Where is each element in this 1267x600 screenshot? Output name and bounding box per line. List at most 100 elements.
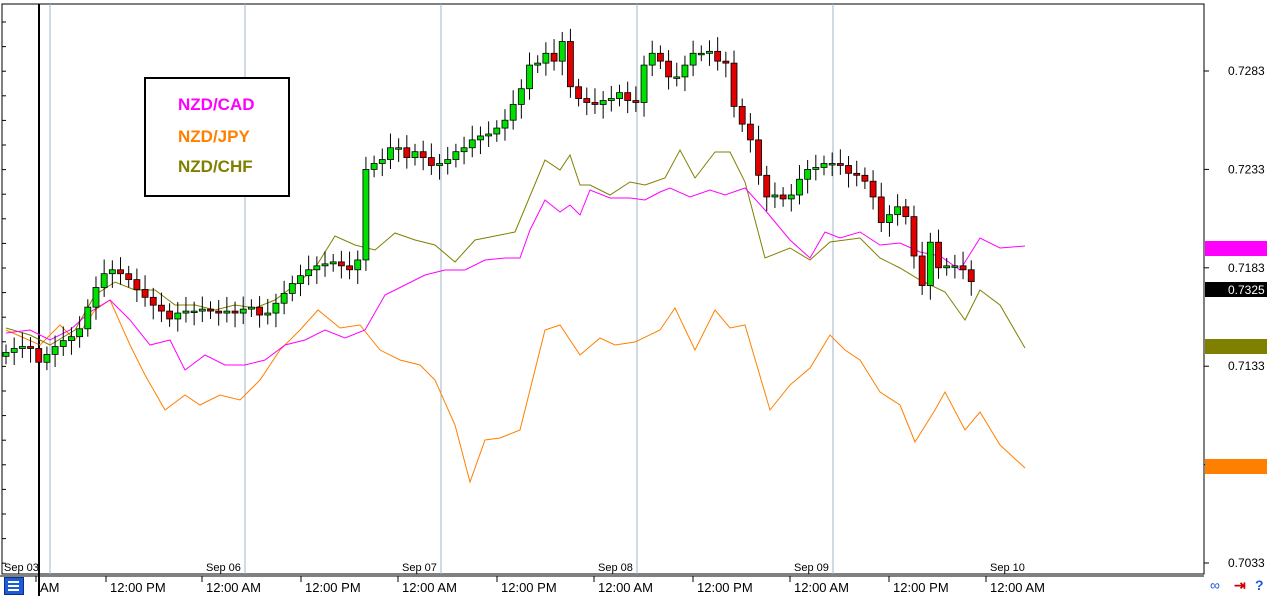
candle-body — [746, 123, 754, 141]
candle-body — [354, 259, 362, 271]
candle-body — [616, 92, 623, 99]
candle-body — [297, 275, 304, 284]
candle-body — [207, 308, 214, 312]
candle-body — [542, 52, 550, 64]
candles — [2, 28, 975, 374]
legend-nzdjpy: NZD/JPY — [178, 127, 250, 146]
candle-body — [288, 283, 296, 294]
candle-body — [84, 306, 92, 330]
candle-body — [59, 340, 67, 347]
candle-body — [133, 279, 141, 290]
candle-body — [935, 241, 942, 269]
candle-body — [722, 60, 730, 64]
candle-body — [894, 206, 902, 216]
candle-body — [599, 100, 607, 105]
candle-body — [714, 50, 722, 62]
candle-body — [305, 269, 313, 277]
candle-body — [918, 255, 926, 286]
overlay-lines — [5, 148, 1026, 484]
candle-body — [869, 180, 877, 198]
time-label: 12:00 AM — [402, 580, 457, 595]
candle-body — [689, 52, 697, 66]
candle-body — [501, 119, 509, 129]
candle-body — [427, 157, 435, 166]
candle-body — [51, 346, 59, 355]
candle-body — [607, 98, 615, 101]
help-icon[interactable]: ? — [1255, 577, 1264, 593]
candle-body — [378, 159, 386, 164]
candle-body — [444, 159, 452, 164]
candle-body — [845, 165, 852, 174]
candle-body — [828, 163, 836, 166]
nzdchf-line — [5, 148, 1026, 349]
candle-body — [943, 265, 951, 269]
candle-body — [526, 64, 533, 90]
candle-body — [419, 151, 427, 158]
candle-body — [959, 265, 967, 271]
candle-body — [158, 304, 165, 312]
candle-body — [550, 52, 558, 62]
candle-body — [272, 302, 280, 314]
candle-body — [35, 348, 43, 363]
link-icon[interactable]: ∞ — [1210, 577, 1220, 593]
candle-body — [117, 269, 124, 275]
candle-body — [763, 174, 771, 198]
date-label: Sep 06 — [206, 562, 241, 574]
y-tick-label: 0.7133 — [1228, 359, 1265, 373]
candle-body — [2, 352, 10, 357]
candle-body — [256, 306, 263, 316]
time-label: 12:00 PM — [305, 580, 361, 595]
candle-body — [583, 98, 591, 103]
grid-icon[interactable] — [4, 577, 24, 595]
nzdjpy-price-marker — [1205, 459, 1267, 474]
nzdjpy-line — [5, 299, 1026, 484]
candle-body — [10, 348, 18, 353]
candle-body — [493, 127, 501, 135]
time-label: AM — [40, 580, 60, 595]
candle-body — [198, 308, 206, 312]
candle-body — [125, 273, 133, 281]
candle-body — [951, 265, 959, 268]
candle-body — [387, 147, 394, 160]
candle-body — [182, 310, 190, 314]
candle-body — [411, 151, 419, 158]
candle-body — [926, 241, 934, 286]
candle-body — [967, 269, 975, 282]
candle-body — [624, 92, 632, 101]
candle-body — [313, 265, 321, 271]
candle-body — [886, 214, 893, 223]
candle-body — [681, 64, 689, 78]
candle-body — [190, 310, 198, 313]
date-label: Sep 09 — [794, 562, 829, 574]
time-label: 12:00 AM — [794, 580, 849, 595]
candle-body — [779, 194, 787, 200]
current-price-box — [1205, 282, 1267, 297]
candle-body — [877, 196, 885, 223]
candle-body — [452, 151, 460, 160]
arrow-right-icon[interactable]: ⇥ — [1234, 577, 1246, 593]
candle-body — [27, 346, 34, 349]
time-label: 12:00 AM — [598, 580, 653, 595]
date-label: Sep 08 — [598, 562, 633, 574]
candle-body — [174, 312, 182, 320]
legend-nzdcad: NZD/CAD — [178, 95, 255, 114]
candle-body — [861, 174, 869, 182]
candle-body — [575, 86, 582, 99]
candle-body — [640, 64, 648, 103]
candle-body — [239, 308, 247, 314]
y-tick-label: 0.7183 — [1228, 261, 1265, 275]
date-label: Sep 03 — [4, 562, 39, 574]
date-label: Sep 10 — [990, 562, 1025, 574]
candle-body — [836, 163, 844, 166]
nzdchf-price-marker — [1205, 339, 1267, 354]
candle-body — [697, 52, 705, 56]
candle-body — [108, 269, 116, 275]
time-label: 12:00 AM — [990, 580, 1045, 595]
y-tick-label: 0.7283 — [1228, 64, 1265, 78]
candle-body — [812, 167, 820, 170]
legend: NZD/CAD NZD/JPY NZD/CHF — [144, 77, 290, 197]
candle-body — [223, 310, 231, 314]
y-tick-label: 0.7233 — [1228, 162, 1265, 176]
candle-body — [567, 41, 574, 88]
